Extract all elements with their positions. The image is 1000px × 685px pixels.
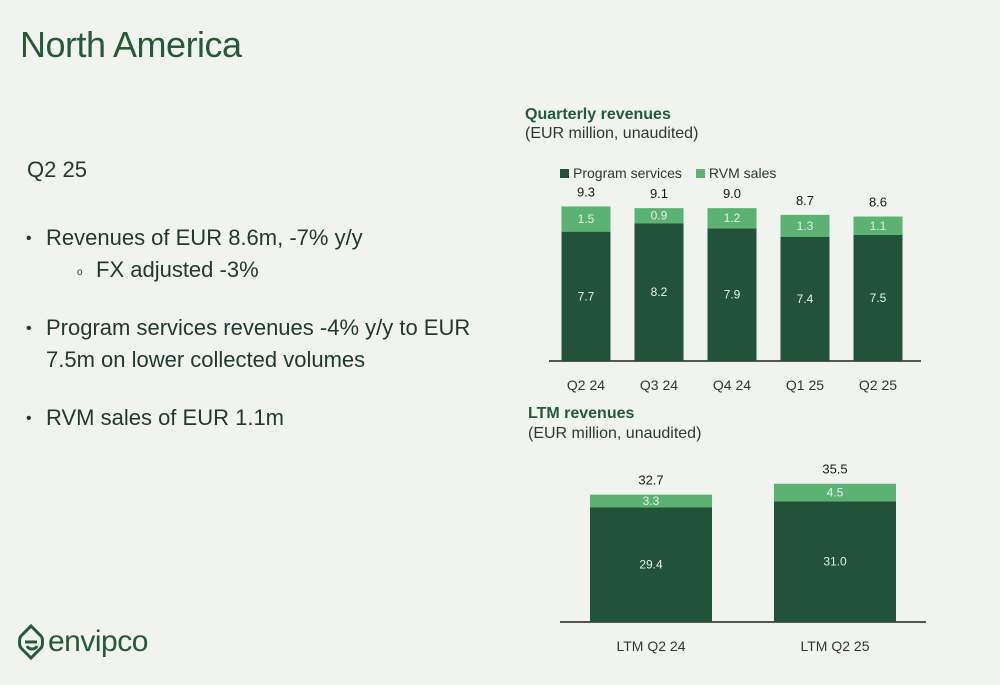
bullet-program-services: Program services revenues -4% y/y to EUR…: [26, 312, 486, 376]
category-label: LTM Q2 24: [617, 638, 686, 654]
data-label-rvm-sales: 1.3: [797, 219, 814, 233]
data-label-rvm-sales: 4.5: [827, 486, 844, 500]
total-label: 8.6: [869, 195, 887, 210]
total-label: 35.5: [822, 462, 847, 477]
category-label: Q4 24: [713, 377, 751, 393]
legend-swatch-rvm-sales: [695, 168, 705, 178]
bullet-list: Revenues of EUR 8.6m, -7% y/y FX adjuste…: [26, 222, 486, 435]
data-label-rvm-sales: 0.9: [651, 209, 668, 223]
category-label: LTM Q2 25: [801, 638, 870, 654]
data-label-rvm-sales: 1.2: [724, 211, 741, 225]
bar-program-services-q4-24: [707, 228, 757, 361]
chart-legend: Program services RVM sales: [560, 165, 776, 181]
category-label: Q1 25: [786, 377, 824, 393]
legend-item-program-services: Program services: [560, 165, 682, 181]
data-label-program-services: 31.0: [823, 555, 847, 569]
bar-rvm-sales-q3-24: [634, 208, 684, 224]
total-label: 9.0: [723, 186, 741, 201]
total-label: 32.7: [638, 473, 663, 488]
bullet-revenues: Revenues of EUR 8.6m, -7% y/y: [26, 222, 486, 255]
bar-rvm-sales-q4-24: [707, 208, 757, 229]
bar-program-services-q3-24: [634, 223, 684, 361]
ltm-revenues-chart: 29.4 3.3 32.7 LTM Q2 24 31.0 4.5 35.5 LTM Q2 25: [560, 462, 926, 654]
page-title: North America: [20, 24, 242, 65]
legend-swatch-program-services: [560, 168, 569, 178]
total-label: 9.1: [650, 186, 668, 201]
data-label-rvm-sales: 1.1: [870, 219, 887, 233]
data-label-program-services: 7.7: [578, 289, 595, 303]
bar-rvm-sales-q1-25: [780, 214, 830, 237]
bar-program-services-ltm-q2-25: [774, 501, 896, 622]
bar-program-services-q2-25: [853, 235, 903, 361]
legend-label-rvm-sales: RVM sales: [708, 165, 777, 181]
ltm-chart-subtitle: (EUR million, unaudited): [528, 425, 702, 442]
bar-rvm-sales-q2-24: [561, 206, 611, 232]
quarterly-revenues-chart: 7.7 1.5 9.3 Q2 24 8.2 0.9 9.1 Q3 24 7.9 1.2 9.0 Q4 …: [549, 184, 921, 393]
data-label-program-services: 8.2: [651, 285, 668, 299]
bar-program-services-q2-24: [561, 231, 611, 361]
envipco-logo: envipco: [18, 624, 148, 660]
data-label-program-services: 7.5: [870, 291, 887, 305]
data-label-program-services: 7.9: [724, 288, 741, 302]
bar-program-services-q1-25: [780, 236, 830, 361]
quarterly-chart-title: Quarterly revenues: [525, 106, 671, 123]
category-label: Q2 24: [567, 377, 605, 393]
total-label: 9.3: [577, 184, 595, 199]
section-title: Q2 25: [27, 157, 87, 182]
total-label: 8.7: [796, 193, 814, 208]
envipco-logo-icon: [18, 624, 44, 660]
bar-program-services-ltm-q2-24: [590, 507, 712, 622]
bar-rvm-sales-ltm-q2-24: [590, 494, 712, 508]
bar-rvm-sales-ltm-q2-25: [774, 483, 896, 502]
quarterly-chart-subtitle: (EUR million, unaudited): [525, 125, 699, 142]
data-label-program-services: 29.4: [639, 558, 663, 572]
bullet-rvm-sales: RVM sales of EUR 1.1m: [26, 402, 486, 435]
legend-item-rvm-sales: RVM sales: [695, 165, 777, 181]
ltm-chart-title: LTM revenues: [528, 405, 635, 422]
sub-bullet-fx-adjusted: FX adjusted -3%: [26, 254, 486, 289]
logo-text: envipco: [48, 625, 148, 658]
data-label-rvm-sales: 3.3: [643, 494, 660, 508]
legend-label-program-services: Program services: [573, 165, 682, 181]
category-label: Q2 25: [859, 377, 897, 393]
data-label-program-services: 7.4: [797, 292, 814, 306]
category-label: Q3 24: [640, 377, 678, 393]
data-label-rvm-sales: 1.5: [578, 212, 595, 226]
bar-rvm-sales-q2-25: [853, 216, 903, 235]
